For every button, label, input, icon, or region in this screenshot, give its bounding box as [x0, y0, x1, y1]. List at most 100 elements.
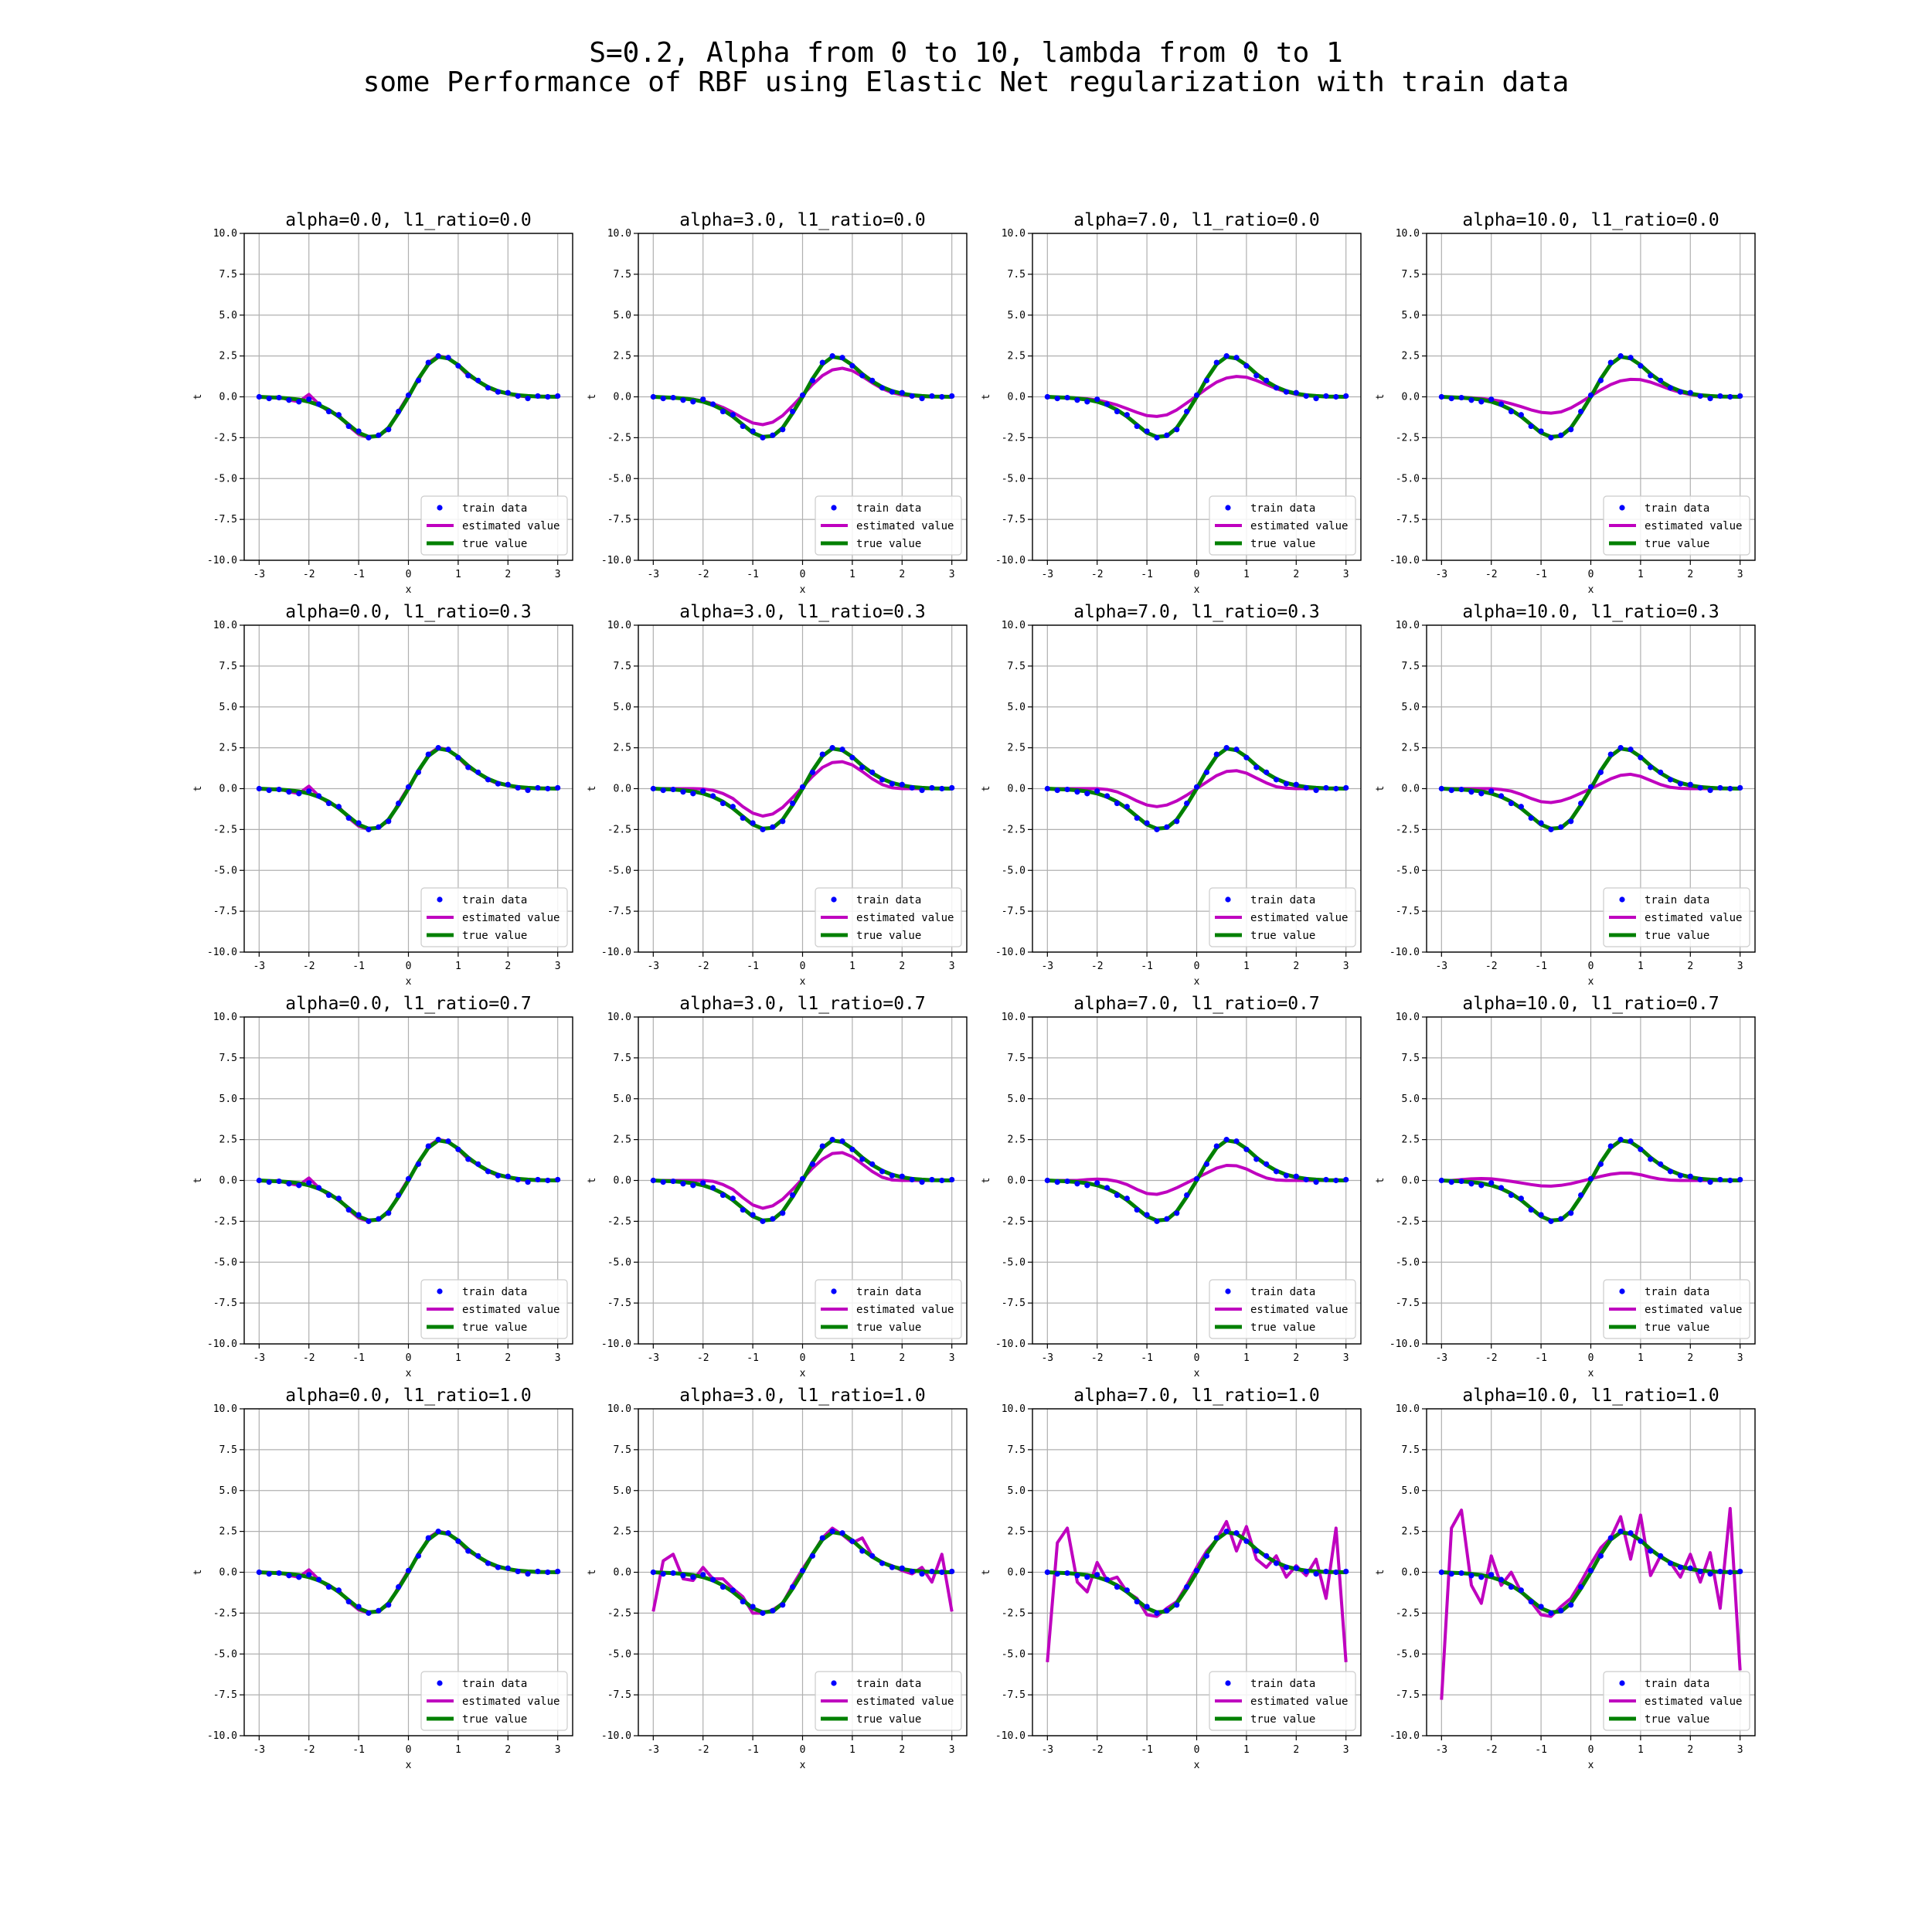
train-data-point: [899, 1565, 905, 1571]
train-data-point: [256, 393, 262, 400]
train-data-point: [780, 1210, 786, 1216]
legend-label: true value: [856, 538, 921, 550]
y-tick-label: 5.0: [219, 1094, 237, 1105]
train-data-point: [889, 781, 896, 787]
train-data-point: [869, 769, 876, 775]
train-data-point: [1548, 434, 1554, 440]
y-tick-label: 10.0: [213, 1403, 237, 1415]
train-data-point: [1448, 1571, 1454, 1577]
train-data-point: [839, 1138, 845, 1145]
y-tick-label: 5.0: [1008, 1094, 1026, 1105]
train-data-point: [1638, 362, 1644, 369]
train-data-point: [386, 1210, 392, 1216]
train-data-point: [1587, 1567, 1594, 1573]
train-data-point: [445, 1138, 451, 1145]
y-tick-label: -2.5: [607, 824, 631, 835]
train-data-point: [1458, 394, 1464, 401]
train-data-point: [1273, 1168, 1280, 1175]
subplot-10: -3 -2 -1 0 1 2 3 10.0 7.5 5.0 2.5 0.0 -2.5 -5.0 -7.5 -1…: [587, 994, 968, 1379]
legend-label: estimated value: [1645, 1696, 1742, 1708]
train-data-point: [909, 784, 915, 791]
train-data-point: [1538, 1604, 1544, 1610]
y-tick-label: 2.5: [614, 351, 631, 362]
train-data-point: [780, 1602, 786, 1608]
train-data-point: [1478, 1182, 1485, 1189]
train-data-point: [949, 1568, 955, 1575]
train-data-point: [1717, 1176, 1723, 1183]
x-tick-label: -2: [303, 1744, 315, 1756]
train-data-point: [1273, 385, 1280, 391]
y-tick-label: -5.0: [213, 1257, 237, 1268]
y-tick-label: 5.0: [219, 1485, 237, 1497]
train-data-point: [1044, 393, 1050, 400]
train-data-point: [1587, 392, 1594, 398]
y-tick-label: 0.0: [219, 784, 237, 795]
subplot-11: -3 -2 -1 0 1 2 3 10.0 7.5 5.0 2.5 0.0 -2.5 -5.0 -7.5 -1…: [981, 994, 1362, 1379]
legend-box: [815, 1671, 962, 1731]
train-data-point: [405, 1175, 412, 1182]
train-data-point: [1508, 1192, 1515, 1199]
y-tick-label: -2.5: [213, 824, 237, 835]
y-tick-label: -7.5: [1396, 1298, 1420, 1309]
x-tick-label: -1: [1141, 1352, 1153, 1364]
y-tick-label: 2.5: [614, 743, 631, 754]
legend-label: true value: [1250, 1713, 1315, 1726]
y-tick-label: 10.0: [213, 228, 237, 240]
x-tick-label: -2: [1485, 961, 1498, 972]
x-tick-label: -1: [352, 569, 365, 580]
y-tick-label: -7.5: [607, 1298, 631, 1309]
subplot-title: alpha=0.0, l1_ratio=0.3: [285, 602, 532, 622]
legend-box: [1209, 495, 1356, 556]
x-tick-label: -3: [647, 569, 659, 580]
train-data-point: [1488, 396, 1495, 403]
x-tick-label: -3: [253, 961, 265, 972]
x-tick-label: 0: [406, 569, 412, 580]
y-tick-label: 7.5: [614, 1053, 631, 1064]
train-data-point: [396, 408, 402, 415]
train-data-point: [919, 396, 925, 402]
legend-label: true value: [1645, 1713, 1709, 1726]
y-tick-label: 0.0: [1402, 392, 1420, 403]
train-data-point: [949, 393, 955, 400]
train-data-point: [1253, 1548, 1260, 1554]
train-data-point: [1727, 393, 1733, 400]
train-data-point: [809, 1161, 815, 1167]
train-data-point: [1343, 1568, 1349, 1575]
x-tick-label: -2: [303, 569, 315, 580]
legend-marker-train: [1225, 1680, 1231, 1686]
train-data-point: [1597, 769, 1604, 775]
train-data-point: [1064, 394, 1070, 401]
train-data-point: [1243, 1538, 1250, 1544]
legend-label: estimated value: [1250, 520, 1348, 532]
y-tick-label: 10.0: [1396, 1403, 1420, 1415]
train-data-point: [405, 392, 412, 398]
subplot-3: -3 -2 -1 0 1 2 3 10.0 7.5 5.0 2.5 0.0 -2.5 -5.0 -7.5 -1…: [981, 210, 1362, 596]
train-data-point: [1104, 401, 1111, 407]
x-tick-label: 0: [1194, 1744, 1200, 1756]
train-data-point: [790, 1192, 796, 1199]
x-axis-label: x: [406, 976, 412, 988]
y-tick-label: -7.5: [1396, 1689, 1420, 1701]
train-data-point: [829, 353, 835, 359]
legend-label: train data: [1645, 1286, 1709, 1298]
train-data-point: [660, 396, 666, 402]
train-data-point: [525, 396, 531, 402]
legend-label: true value: [1250, 1321, 1315, 1334]
subplot-4: -3 -2 -1 0 1 2 3 10.0 7.5 5.0 2.5 0.0 -2.5 -5.0 -7.5 -1…: [1375, 210, 1756, 596]
train-data-point: [1293, 1565, 1299, 1571]
y-tick-label: -5.0: [607, 1257, 631, 1268]
train-data-point: [1578, 800, 1584, 807]
train-data-point: [1114, 408, 1121, 415]
train-data-point: [1468, 1181, 1475, 1187]
legend-box: [420, 887, 568, 947]
y-tick-label: -5.0: [1396, 865, 1420, 876]
train-data-point: [799, 392, 806, 398]
train-data-point: [376, 432, 382, 438]
subplot-1: -3 -2 -1 0 1 2 3 10.0 7.5 5.0 2.5 0.0 -2.5 -5.0 -7.5 -1…: [192, 210, 573, 596]
x-tick-label: 3: [1343, 569, 1349, 580]
y-tick-label: -2.5: [1396, 1607, 1420, 1619]
y-tick-label: 10.0: [1396, 228, 1420, 240]
train-data-point: [1568, 427, 1574, 433]
legend-label: estimated value: [856, 520, 954, 532]
train-data-point: [345, 1206, 352, 1213]
